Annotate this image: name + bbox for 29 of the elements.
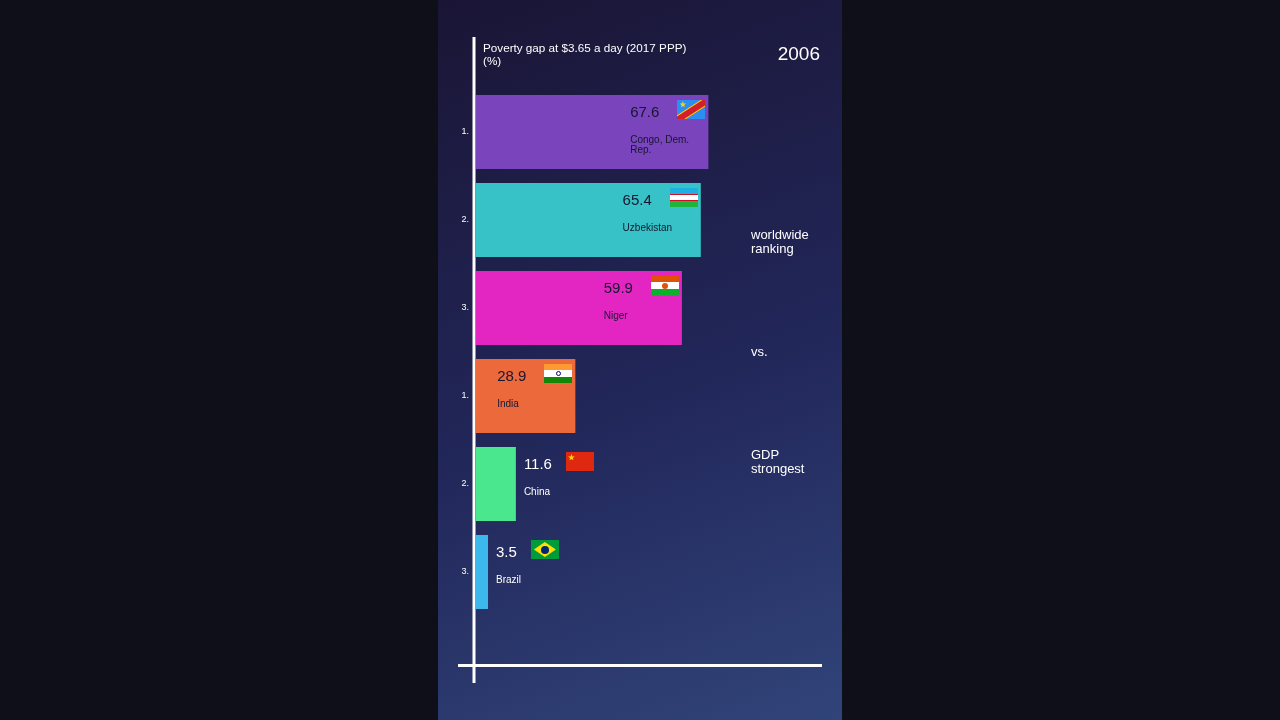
bar [476, 359, 576, 433]
data-label: 11.6 [523, 455, 552, 472]
text: vs. [751, 343, 768, 359]
bar [476, 535, 489, 609]
text: 2. [461, 478, 469, 489]
data-label: 3.5 [496, 543, 517, 560]
y-tick-label: Uzbekistan [622, 222, 673, 233]
data-label: 59.9 [603, 279, 633, 296]
text: 2. [461, 214, 469, 225]
text: 1. [461, 126, 469, 137]
y-tick-label: China [523, 486, 551, 497]
text: 1. [461, 390, 469, 401]
data-label: 65.4 [622, 191, 652, 208]
text: 2006 [777, 43, 820, 64]
bar [476, 447, 516, 521]
y-tick-label: Congo, Dem. Rep. [630, 134, 690, 155]
text: worldwide ranking [750, 226, 809, 256]
bar [476, 183, 701, 257]
bar [476, 271, 682, 345]
text: 3. [461, 302, 469, 313]
text: 3. [461, 566, 469, 577]
bar [476, 95, 709, 169]
y-tick-label: India [497, 398, 520, 409]
data-label: 67.6 [630, 103, 660, 120]
y-tick-label: Brazil [496, 574, 522, 585]
y-tick-label: Niger [603, 310, 629, 321]
data-label: 28.9 [497, 367, 527, 384]
text: GDP strongest [751, 446, 805, 476]
text: Poverty gap at $3.65 a day (2017 PPP) (%) [483, 41, 687, 67]
